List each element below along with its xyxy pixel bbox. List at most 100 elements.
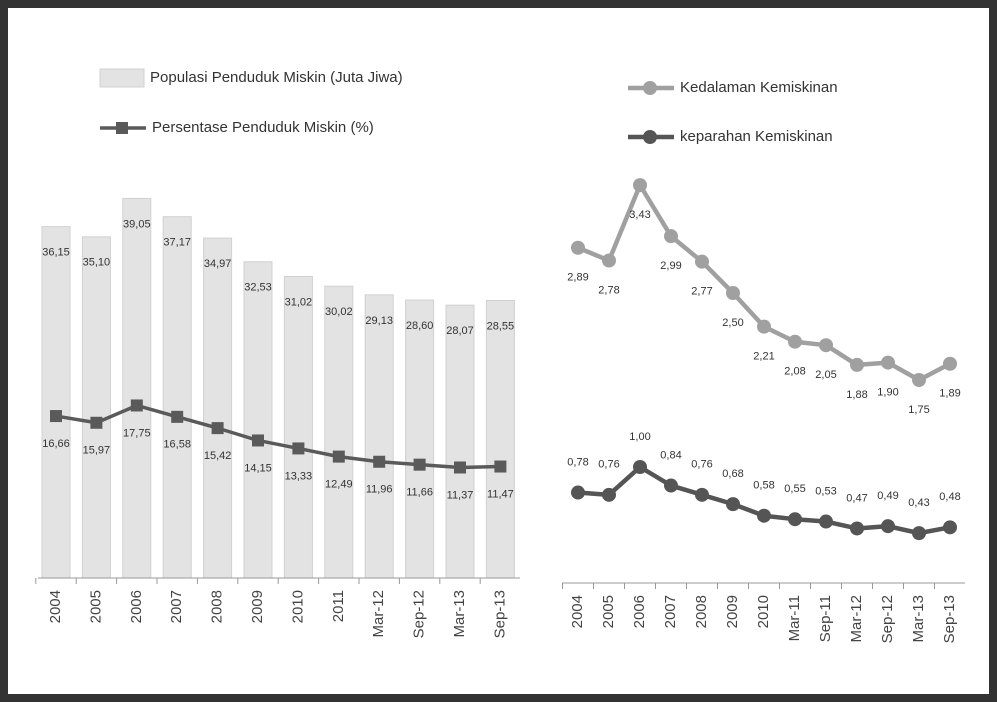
x-tick-label: 2005 xyxy=(600,595,617,628)
x-tick-label: 2011 xyxy=(330,590,347,622)
value-label: 11,47 xyxy=(487,488,514,500)
value-label: 14,15 xyxy=(244,462,272,474)
line-marker xyxy=(454,461,466,474)
value-label: 2,05 xyxy=(815,369,836,381)
line-marker xyxy=(643,81,657,95)
x-tick-label: 2004 xyxy=(569,595,586,628)
value-label: 0,55 xyxy=(784,483,805,495)
x-tick-label: Mar-13 xyxy=(451,590,468,638)
value-label: 2,78 xyxy=(598,284,619,296)
value-label: 0,58 xyxy=(753,480,774,492)
value-label: 1,88 xyxy=(846,389,867,401)
value-label: 28,07 xyxy=(446,325,474,337)
value-label: 31,02 xyxy=(285,296,313,308)
value-label: 1,75 xyxy=(908,404,929,416)
bar xyxy=(122,197,152,579)
value-label: 0,43 xyxy=(908,497,929,509)
line-marker xyxy=(252,434,264,447)
x-tick-label: 2010 xyxy=(289,590,306,623)
bar xyxy=(405,299,435,579)
line-marker xyxy=(643,130,657,144)
line-marker xyxy=(943,520,957,535)
value-label: 16,66 xyxy=(42,438,70,450)
line-marker xyxy=(912,526,926,541)
x-tick-label: Mar-12 xyxy=(848,595,865,643)
line-marker xyxy=(494,460,507,473)
line-marker xyxy=(571,240,585,255)
value-label: 35,10 xyxy=(83,257,111,269)
line-marker xyxy=(211,422,224,435)
bar xyxy=(81,236,111,579)
value-label: 28,60 xyxy=(406,320,434,332)
value-label: 1,00 xyxy=(629,431,650,443)
value-label: 11,37 xyxy=(447,489,474,501)
value-label: 28,55 xyxy=(487,320,515,332)
bar xyxy=(41,226,71,579)
value-label: 17,75 xyxy=(123,427,151,439)
line-marker xyxy=(819,514,833,529)
bar xyxy=(162,216,192,579)
line-marker xyxy=(695,487,709,502)
value-label: 2,99 xyxy=(660,260,681,272)
line-marker xyxy=(292,442,305,455)
line-marker xyxy=(571,485,585,500)
value-label: 0,76 xyxy=(691,459,712,471)
value-label: 13,33 xyxy=(285,470,313,482)
line-marker xyxy=(850,521,864,536)
line-marker xyxy=(130,399,143,412)
x-tick-label: 2009 xyxy=(724,595,741,628)
value-label: 12,49 xyxy=(325,479,353,491)
bar xyxy=(364,294,394,579)
x-tick-label: 2008 xyxy=(209,590,226,623)
value-label: 11,96 xyxy=(366,484,393,496)
x-tick-label: 2005 xyxy=(87,590,104,623)
value-label: 0,84 xyxy=(660,449,681,461)
x-tick-label: Sep-12 xyxy=(411,590,428,638)
x-tick-label: 2006 xyxy=(128,590,145,623)
line-marker xyxy=(881,519,895,534)
line-marker xyxy=(332,450,345,463)
value-label: 30,02 xyxy=(325,306,353,318)
value-label: 15,42 xyxy=(204,450,232,462)
bar xyxy=(485,299,515,579)
line-marker xyxy=(757,508,771,523)
value-label: 2,08 xyxy=(784,366,805,378)
value-label: 0,78 xyxy=(567,456,588,468)
value-label: 37,17 xyxy=(163,237,191,249)
bar xyxy=(203,237,233,579)
value-label: 0,76 xyxy=(598,459,619,471)
value-label: 0,48 xyxy=(939,491,960,503)
line-marker xyxy=(50,410,62,423)
value-label: 16,58 xyxy=(163,439,191,451)
line-marker xyxy=(664,229,678,244)
x-tick-label: Mar-11 xyxy=(786,595,803,641)
value-label: 1,89 xyxy=(939,388,960,400)
legend-label: Kedalaman Kemiskinan xyxy=(680,79,838,96)
line-marker xyxy=(943,356,957,371)
line-marker xyxy=(881,355,895,370)
line-marker xyxy=(912,373,926,387)
legend-swatch xyxy=(99,68,145,88)
line-marker xyxy=(373,455,386,468)
value-label: 2,77 xyxy=(691,286,712,298)
line-marker xyxy=(602,253,616,268)
x-tick-label: 2008 xyxy=(693,595,710,628)
line-marker xyxy=(757,319,771,334)
line-marker xyxy=(850,357,864,372)
value-label: 34,97 xyxy=(204,258,232,270)
line-marker xyxy=(664,478,678,493)
x-tick-label: Sep-11 xyxy=(817,595,834,642)
x-tick-label: Mar-12 xyxy=(370,590,387,638)
value-label: 3,43 xyxy=(629,209,650,221)
x-tick-label: 2007 xyxy=(168,590,185,623)
value-label: 32,53 xyxy=(244,282,272,294)
line-marker xyxy=(788,334,802,349)
x-tick-label: 2007 xyxy=(662,595,679,628)
line-marker xyxy=(90,416,103,429)
x-tick-label: Mar-13 xyxy=(910,595,927,643)
value-label: 2,89 xyxy=(567,272,588,284)
x-tick-label: 2010 xyxy=(755,595,772,628)
value-label: 2,21 xyxy=(753,351,774,363)
line-marker xyxy=(171,410,184,423)
